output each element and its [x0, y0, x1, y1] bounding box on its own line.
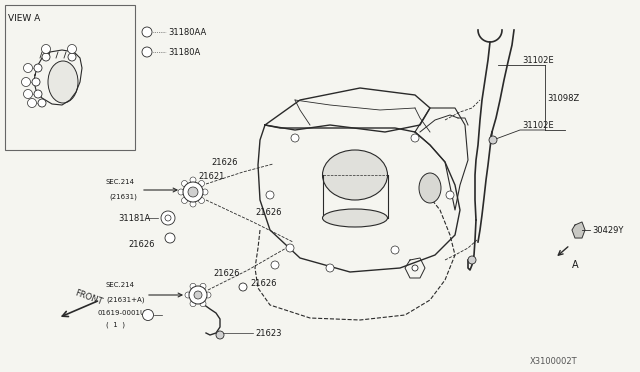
Circle shape: [68, 53, 76, 61]
Circle shape: [202, 189, 208, 195]
Text: 21621: 21621: [198, 171, 225, 180]
Text: 31181A: 31181A: [118, 214, 150, 222]
Text: (21631+A): (21631+A): [106, 297, 145, 303]
Text: (  1  ): ( 1 ): [106, 322, 125, 328]
Text: 30429Y: 30429Y: [592, 225, 623, 234]
Circle shape: [182, 180, 188, 186]
Circle shape: [326, 264, 334, 272]
Text: a: a: [26, 65, 29, 71]
Circle shape: [286, 244, 294, 252]
Circle shape: [165, 215, 171, 221]
Circle shape: [411, 134, 419, 142]
Text: 31102E: 31102E: [522, 121, 554, 129]
Circle shape: [391, 246, 399, 254]
Text: e: e: [145, 49, 148, 55]
Text: e: e: [145, 29, 148, 35]
Circle shape: [34, 64, 42, 72]
Circle shape: [291, 134, 299, 142]
Circle shape: [190, 177, 196, 183]
Circle shape: [24, 64, 33, 73]
Circle shape: [200, 283, 206, 289]
Circle shape: [28, 99, 36, 108]
Text: 31102E: 31102E: [522, 55, 554, 64]
Text: 21623: 21623: [255, 328, 282, 337]
Text: 21626: 21626: [211, 157, 237, 167]
Circle shape: [194, 291, 202, 299]
Text: b: b: [44, 46, 48, 51]
Circle shape: [24, 90, 33, 99]
Text: a: a: [24, 80, 28, 84]
Circle shape: [185, 292, 191, 298]
Circle shape: [190, 283, 196, 289]
Circle shape: [42, 45, 51, 54]
Text: 01619-0001U: 01619-0001U: [98, 310, 146, 316]
Circle shape: [142, 47, 152, 57]
Text: a: a: [26, 92, 29, 96]
Circle shape: [216, 331, 224, 339]
Circle shape: [190, 301, 196, 307]
Circle shape: [200, 301, 206, 307]
Circle shape: [67, 45, 77, 54]
Circle shape: [178, 189, 184, 195]
Ellipse shape: [323, 150, 387, 200]
Circle shape: [161, 211, 175, 225]
Circle shape: [142, 27, 152, 37]
Text: B: B: [146, 312, 150, 317]
Ellipse shape: [419, 173, 441, 203]
Text: A: A: [572, 260, 579, 270]
Circle shape: [271, 261, 279, 269]
Text: 21626: 21626: [128, 240, 154, 248]
Text: 21626: 21626: [250, 279, 276, 288]
Circle shape: [468, 256, 476, 264]
Circle shape: [446, 191, 454, 199]
Circle shape: [489, 136, 497, 144]
Text: a: a: [30, 100, 34, 106]
Text: (21631): (21631): [109, 194, 137, 200]
Circle shape: [239, 283, 247, 291]
Text: 21626: 21626: [255, 208, 282, 217]
Circle shape: [22, 77, 31, 87]
Text: 21626: 21626: [213, 269, 239, 278]
Ellipse shape: [48, 61, 78, 103]
Polygon shape: [572, 222, 585, 238]
Circle shape: [32, 78, 40, 86]
Circle shape: [205, 292, 211, 298]
Text: SEC.214: SEC.214: [106, 282, 135, 288]
Circle shape: [412, 265, 418, 271]
Circle shape: [188, 187, 198, 197]
Text: SEC.214: SEC.214: [105, 179, 134, 185]
Text: VIEW A: VIEW A: [8, 13, 40, 22]
Circle shape: [190, 201, 196, 207]
Circle shape: [165, 233, 175, 243]
Circle shape: [182, 198, 188, 203]
Circle shape: [198, 180, 205, 186]
Circle shape: [183, 182, 203, 202]
Text: 31180AA: 31180AA: [168, 28, 206, 36]
Circle shape: [198, 198, 205, 203]
Circle shape: [266, 191, 274, 199]
Circle shape: [38, 99, 46, 107]
Text: b: b: [70, 46, 74, 51]
Text: 31180A: 31180A: [168, 48, 200, 57]
Circle shape: [42, 53, 50, 61]
Ellipse shape: [323, 209, 387, 227]
Circle shape: [143, 310, 154, 321]
Text: 31098Z: 31098Z: [547, 93, 579, 103]
Text: X3100002T: X3100002T: [530, 357, 578, 366]
Circle shape: [34, 90, 42, 98]
Text: FRONT: FRONT: [73, 289, 103, 307]
FancyBboxPatch shape: [5, 5, 135, 150]
Circle shape: [189, 286, 207, 304]
